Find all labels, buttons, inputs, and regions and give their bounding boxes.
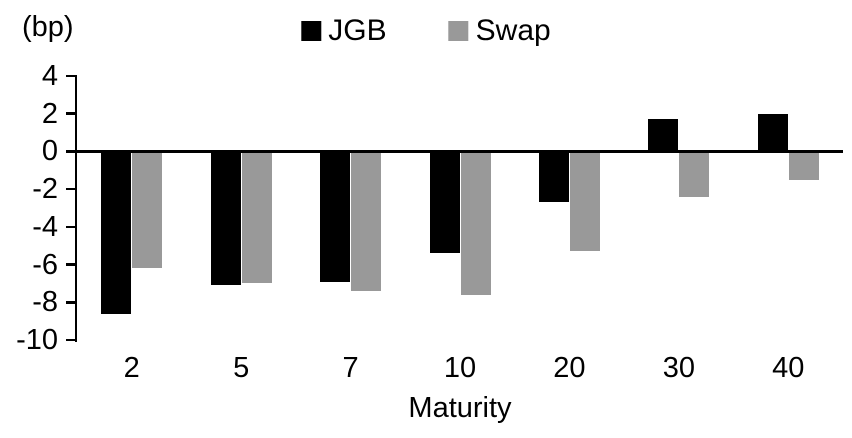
x-tick-label-5: 5 [233,352,250,384]
legend-item-jgb: JGB [301,14,387,47]
x-tick-label-10: 10 [443,352,477,384]
bar-jgb-30 [648,119,679,152]
bar-swap-7 [351,151,382,291]
bar-swap-10 [460,151,491,295]
chart-legend: JGB Swap [301,14,551,47]
x-tick-label-2: 2 [123,352,140,384]
x-tick-label-40: 40 [772,352,805,384]
bar-swap-2 [132,151,163,269]
x-tick-label-7: 7 [342,352,359,384]
x-tick-label-20: 20 [553,352,586,384]
bar-jgb-20 [538,151,569,203]
bar-jgb-40 [757,113,788,152]
legend-swatch-swap-icon [448,21,469,41]
x-tick-label-30: 30 [662,352,695,384]
y-axis-line [74,74,77,342]
legend-item-swap: Swap [448,14,551,47]
legend-label-swap: Swap [475,14,551,47]
y-axis-tick [66,301,75,304]
legend-swatch-jgb-icon [301,21,322,41]
y-axis-tick [66,187,75,191]
y-tick-label--10: -10 [16,324,58,356]
bar-swap-30 [679,151,710,197]
bar-swap-5 [241,151,272,284]
y-axis-tick [66,225,75,229]
bar-jgb-5 [210,151,241,286]
bar-jgb-10 [429,151,460,254]
y-tick-label-2: 2 [41,97,58,130]
bar-jgb-7 [320,151,351,282]
y-tick-label--6: -6 [32,248,58,281]
y-tick-label--2: -2 [32,173,58,206]
y-axis-tick [66,263,75,266]
bar-swap-40 [788,151,819,180]
bar-swap-20 [569,151,600,252]
y-axis-unit-label: (bp) [22,11,74,43]
legend-label-jgb: JGB [328,14,387,47]
y-axis-tick [66,150,75,153]
x-axis-title: Maturity [408,392,512,424]
y-axis-tick [66,74,75,78]
y-axis-tick [66,112,75,115]
zero-baseline [74,150,843,153]
y-tick-label-4: 4 [41,60,58,92]
y-tick-label--4: -4 [32,210,58,243]
y-axis-tick [66,338,75,342]
bar-jgb-2 [101,151,132,314]
y-tick-label-0: 0 [41,135,58,168]
y-tick-label--8: -8 [32,286,58,319]
